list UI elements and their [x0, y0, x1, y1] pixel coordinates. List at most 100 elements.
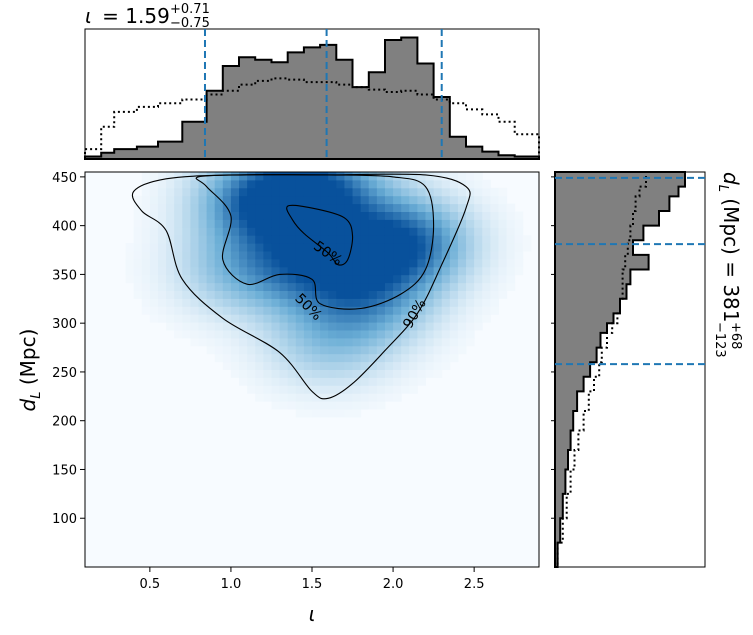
heatmap-cell: [149, 203, 159, 212]
heatmap-cell: [157, 258, 167, 268]
heatmap-cell: [336, 282, 345, 291]
heatmap-cell: [425, 172, 435, 181]
heatmap-cell: [295, 219, 305, 228]
heatmap-cell: [368, 377, 378, 386]
heatmap-cell: [360, 306, 370, 315]
heatmap-cell: [303, 219, 313, 228]
heatmap-cell: [312, 266, 321, 276]
heatmap-cell: [320, 258, 329, 268]
heatmap-cell: [174, 179, 183, 189]
heatmap-cell: [198, 235, 208, 244]
heatmap-cell: [352, 322, 362, 331]
heatmap-cell: [125, 266, 135, 276]
heatmap-cell: [271, 282, 281, 291]
heatmap-cell: [425, 243, 435, 252]
heatmap-cell: [149, 211, 159, 220]
heatmap-cell: [214, 306, 224, 315]
heatmap-cell: [441, 330, 451, 339]
heatmap-cell: [222, 314, 232, 323]
heatmap-cell: [360, 361, 370, 370]
heatmap-cell: [376, 385, 386, 394]
heatmap-cell: [182, 306, 191, 315]
heatmap-cell: [433, 258, 443, 268]
heatmap-cell: [206, 274, 216, 284]
heatmap-cell: [255, 393, 264, 402]
heatmap-cell: [279, 290, 289, 299]
heatmap-cell: [344, 251, 354, 260]
heatmap-cell: [384, 314, 394, 323]
heatmap-cell: [190, 235, 199, 244]
heatmap-cell: [409, 227, 418, 236]
heatmap-cell: [466, 258, 475, 268]
heatmap-cell: [474, 219, 483, 228]
heatmap-cell: [417, 369, 426, 378]
heatmap-cell: [312, 219, 321, 228]
heatmap-cell: [133, 219, 143, 228]
heatmap-cell: [393, 377, 402, 386]
heatmap-cell: [149, 195, 159, 205]
heatmap-cell: [417, 203, 426, 212]
heatmap-cell: [368, 330, 378, 339]
heatmap-cell: [206, 266, 216, 276]
heatmap-cell: [303, 211, 313, 220]
heatmap-cell: [344, 187, 354, 197]
heatmap-cell: [336, 401, 345, 410]
heatmap-cell: [279, 306, 289, 315]
heatmap-cell: [417, 298, 426, 307]
heatmap-cell: [287, 337, 297, 347]
heatmap-cell: [409, 266, 418, 276]
heatmap-cell: [368, 401, 378, 410]
heatmap-cell: [239, 377, 248, 386]
heatmap-cell: [239, 298, 248, 307]
heatmap-cell: [230, 369, 240, 378]
heatmap-cell: [206, 251, 216, 260]
heatmap-cell: [384, 330, 394, 339]
heatmap-cell: [352, 266, 362, 276]
heatmap-cell: [149, 235, 159, 244]
heatmap-cell: [271, 393, 281, 402]
y-tick-label: 450: [52, 171, 77, 186]
heatmap-cell: [157, 203, 167, 212]
heatmap-cell: [393, 172, 402, 181]
heatmap-cell: [303, 377, 313, 386]
heatmap-cell: [441, 211, 451, 220]
heatmap-cell: [368, 322, 378, 331]
heatmap-cell: [133, 195, 143, 205]
heatmap-cell: [401, 219, 410, 228]
contour-50pct-2: [286, 204, 354, 266]
heatmap-cell: [441, 195, 451, 205]
heatmap-cell: [271, 369, 281, 378]
heatmap-cell: [336, 337, 345, 347]
heatmap-cell: [222, 258, 232, 268]
heatmap-cell: [425, 298, 435, 307]
heatmap-cell: [166, 172, 175, 181]
heatmap-cell: [360, 258, 370, 268]
heatmap-cell: [190, 203, 199, 212]
heatmap-cell: [409, 361, 418, 370]
heatmap-cell: [190, 243, 199, 252]
heatmap-cell: [182, 298, 191, 307]
heatmap-cell: [255, 243, 264, 252]
heatmap-cell: [222, 282, 232, 291]
right-title-rest: (Mpc) = 381: [719, 192, 743, 323]
heatmap-cell: [368, 369, 378, 378]
heatmap-cell: [157, 211, 167, 220]
heatmap-cell: [149, 306, 159, 315]
heatmap-cell: [255, 211, 264, 220]
heatmap-cell: [255, 330, 264, 339]
heatmap-cell: [174, 282, 183, 291]
x-tick-label: 1.0: [221, 577, 242, 592]
heatmap-cell: [352, 377, 362, 386]
heatmap-cell: [320, 195, 329, 205]
heatmap-cell: [466, 195, 475, 205]
heatmap-cell: [417, 361, 426, 370]
heatmap-cell: [417, 235, 426, 244]
heatmap-cell: [190, 179, 199, 189]
heatmap-cell: [441, 227, 451, 236]
heatmap-cell: [490, 203, 499, 212]
heatmap-cell: [166, 179, 175, 189]
heatmap-cell: [239, 337, 248, 347]
heatmap-cell: [474, 314, 483, 323]
x-tick-label: 0.5: [140, 577, 161, 592]
heatmap-cell: [433, 314, 443, 323]
